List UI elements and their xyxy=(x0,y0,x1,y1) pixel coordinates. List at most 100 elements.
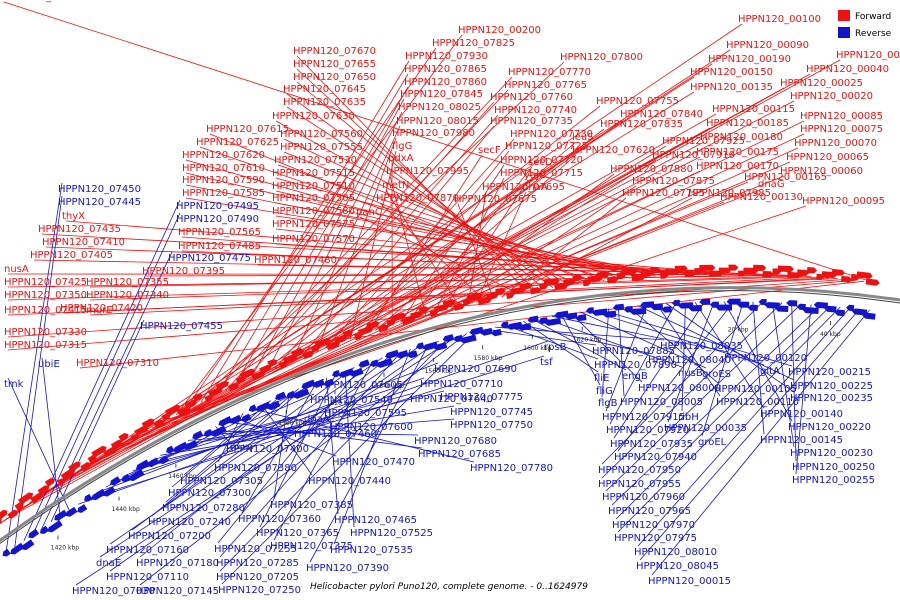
reverse-gene-shape xyxy=(851,308,868,316)
forward-connector-line xyxy=(45,91,695,493)
forward-gene-label: yajC xyxy=(524,170,546,181)
forward-gene-label: HPPN120_07835 xyxy=(600,119,683,130)
forward-gene-label: HPPN120_07675 xyxy=(454,194,537,205)
reverse-gene-arrow xyxy=(834,309,845,317)
reverse-gene-label: ubiE xyxy=(38,359,60,370)
reverse-gene-label: HPPN120_00230 xyxy=(790,448,873,459)
forward-gene-arrow xyxy=(91,445,107,458)
forward-gene-arrow xyxy=(699,264,716,271)
reverse-gene-label: HPPN120_07180 xyxy=(136,558,219,569)
forward-gene-arrow xyxy=(563,278,576,286)
forward-connector-line xyxy=(3,1,874,283)
reverse-gene-shape xyxy=(775,305,789,312)
forward-gene-shape xyxy=(30,492,44,504)
reverse-gene-label: engB xyxy=(622,371,648,382)
forward-gene-shape xyxy=(777,265,794,273)
forward-gene-shape xyxy=(37,485,50,496)
reverse-gene-shape xyxy=(650,303,664,311)
reverse-gene-shape xyxy=(165,445,175,454)
forward-connector-line xyxy=(510,197,693,296)
reverse-gene-shape xyxy=(241,413,252,423)
reverse-connector-line xyxy=(605,303,802,492)
reverse-gene-arrow xyxy=(851,308,868,316)
forward-gene-arrow xyxy=(856,271,873,279)
forward-gene-label: murE xyxy=(86,305,113,316)
forward-gene-label: HPPN120_00020 xyxy=(790,91,873,102)
reverse-gene-arrow xyxy=(165,445,175,454)
reverse-gene-shape xyxy=(554,310,569,319)
forward-gene-arrow xyxy=(806,267,818,274)
forward-gene-label: HPPN120_00095 xyxy=(802,196,885,207)
reverse-gene-shape xyxy=(77,504,88,513)
reverse-gene-shape xyxy=(248,404,258,412)
forward-gene-arrow xyxy=(572,274,583,282)
forward-gene-arrow xyxy=(110,439,123,450)
forward-gene-arrow xyxy=(130,434,139,442)
forward-gene-shape xyxy=(165,404,181,416)
reverse-connector-line xyxy=(795,304,812,475)
forward-gene-label: HPPN120_07435 xyxy=(38,224,121,235)
reverse-gene-label: HPPN120_00215 xyxy=(788,367,871,378)
reverse-gene-arrow xyxy=(737,301,750,308)
forward-gene-label: HPPN120_07765 xyxy=(504,80,587,91)
reverse-gene-shape xyxy=(671,299,681,307)
reverse-gene-arrow xyxy=(576,314,587,322)
reverse-gene-shape xyxy=(312,379,325,388)
reverse-gene-shape xyxy=(54,509,68,521)
reverse-connector-line xyxy=(309,343,430,563)
forward-connector-line xyxy=(333,141,577,346)
scale-tick-label: 20 kbp xyxy=(728,327,749,334)
forward-gene-label: HPPN120_07510 xyxy=(272,181,355,192)
forward-gene-arrow xyxy=(684,271,696,278)
forward-gene-arrow xyxy=(390,312,407,323)
forward-gene-arrow xyxy=(621,268,638,276)
reverse-gene-label: HPPN120_07440 xyxy=(308,476,391,487)
reverse-gene-shape xyxy=(301,379,316,390)
reverse-gene-shape xyxy=(65,506,78,517)
reverse-gene-label: HPPN120_07680 xyxy=(414,436,497,447)
forward-gene-label: HPPN120_07415 xyxy=(4,305,87,316)
reverse-gene-label: HPPN120_07455 xyxy=(140,321,223,332)
reverse-gene-label: HPPN120_07605 xyxy=(320,380,403,391)
reverse-gene-arrow xyxy=(136,459,150,471)
reverse-gene-arrow xyxy=(129,469,145,482)
forward-gene-arrow xyxy=(366,320,380,330)
reverse-gene-arrow xyxy=(301,379,316,390)
reverse-gene-label: HPPN120_07470 xyxy=(332,457,415,468)
forward-gene-arrow xyxy=(192,393,203,402)
forward-gene-arrow xyxy=(334,335,347,345)
forward-gene-shape xyxy=(519,282,533,291)
forward-gene-arrow xyxy=(607,276,619,284)
reverse-gene-arrow xyxy=(77,504,88,513)
scale-tick-label: 1440 kbp xyxy=(112,506,140,513)
forward-gene-label: pdxA xyxy=(388,153,414,164)
forward-gene-arrow xyxy=(410,311,423,320)
legend-forward-swatch xyxy=(838,10,850,21)
reverse-gene-arrow xyxy=(786,300,798,307)
reverse-gene-arrow xyxy=(65,506,78,517)
forward-connector-line xyxy=(7,278,838,316)
forward-gene-label: panC xyxy=(356,207,382,218)
forward-gene-arrow xyxy=(596,271,611,279)
reverse-gene-arrow xyxy=(103,486,116,497)
forward-gene-label: HPPN120_07515 xyxy=(272,168,355,179)
reverse-gene-arrow xyxy=(323,378,335,387)
reverse-gene-arrow xyxy=(312,379,325,388)
reverse-connector-line xyxy=(523,320,599,373)
forward-gene-arrow xyxy=(267,358,278,368)
forward-gene-shape xyxy=(110,439,123,450)
reverse-gene-shape xyxy=(716,304,733,311)
forward-gene-shape xyxy=(130,434,139,442)
forward-connector-line xyxy=(275,215,682,276)
reverse-gene-label: tmk xyxy=(4,379,24,390)
forward-gene-arrow xyxy=(302,350,314,360)
reverse-gene-label: HPPN120_07885 xyxy=(592,346,675,357)
forward-gene-label: HPPN120_07880 xyxy=(610,164,693,175)
reverse-connector-line xyxy=(601,308,610,398)
reverse-gene-arrow xyxy=(358,359,370,368)
reverse-gene-arrow xyxy=(585,307,595,314)
forward-gene-label: HPPN120_07395 xyxy=(142,266,225,277)
reverse-connector-line xyxy=(513,322,653,355)
forward-gene-shape xyxy=(563,278,576,286)
reverse-gene-arrow xyxy=(565,312,578,320)
